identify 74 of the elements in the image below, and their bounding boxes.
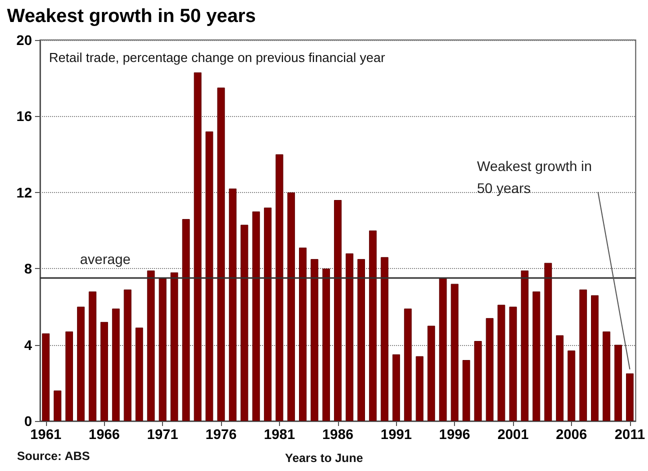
- x-tick-label: 2006: [556, 426, 588, 442]
- y-tick-label: 4: [24, 336, 32, 353]
- bar: [170, 272, 178, 421]
- x-tick-label: 1991: [380, 426, 412, 442]
- bar: [147, 270, 155, 421]
- bar: [334, 200, 342, 421]
- y-tick-label: 8: [24, 260, 32, 277]
- annotation: Weakest growth in 50 years: [477, 158, 592, 196]
- y-tick-label: 20: [16, 32, 32, 48]
- bar: [591, 295, 599, 421]
- chart-title: Weakest growth in 50 years: [7, 6, 256, 27]
- x-tick-label: 1986: [322, 426, 354, 442]
- bar: [54, 390, 62, 421]
- x-tick-label: 1976: [205, 426, 237, 442]
- bar: [357, 259, 365, 421]
- bar: [427, 326, 436, 421]
- bar: [404, 308, 412, 421]
- bar: [626, 373, 634, 421]
- bar: [532, 291, 540, 421]
- bar: [124, 290, 132, 421]
- bar: [462, 360, 470, 421]
- bar: [264, 208, 272, 421]
- bar: [614, 344, 622, 421]
- x-tick-label: 1966: [88, 426, 120, 442]
- bar: [498, 304, 506, 421]
- bar: [77, 306, 85, 421]
- bar: [509, 306, 517, 421]
- bar: [450, 284, 458, 421]
- bar: [486, 318, 494, 421]
- bar: [416, 356, 424, 421]
- bar: [556, 335, 564, 421]
- bar: [100, 322, 108, 421]
- bar: [579, 290, 587, 421]
- bar: [228, 188, 237, 421]
- x-tick-label: 2001: [497, 426, 529, 442]
- x-tick-label: 1981: [264, 426, 296, 442]
- bar: [276, 154, 284, 421]
- bar: [474, 340, 482, 421]
- bar: [287, 192, 295, 421]
- y-tick-label: 16: [16, 108, 32, 124]
- bar: [310, 259, 318, 421]
- bar: [88, 291, 96, 421]
- bar: [240, 224, 248, 421]
- ref-line-label: average: [80, 251, 131, 268]
- x-tick-label: 1961: [30, 426, 62, 442]
- bar: [544, 262, 552, 421]
- bar: [392, 354, 400, 421]
- bar: [568, 350, 576, 421]
- bar: [65, 331, 73, 421]
- bar: [602, 331, 610, 421]
- bar: [217, 88, 225, 421]
- x-axis-title: Years to June: [284, 451, 364, 465]
- text: Retail trade, percentage change on previous financial year: [49, 50, 386, 65]
- bar: [135, 328, 144, 421]
- bar: [346, 253, 354, 421]
- bar: [194, 72, 202, 421]
- x-tick-label: 1996: [439, 426, 470, 442]
- bar: [439, 278, 447, 421]
- bar: [369, 230, 377, 421]
- y-tick-label: 12: [16, 184, 32, 200]
- bar: [520, 270, 529, 421]
- bar: [42, 333, 50, 421]
- x-tick-label: 2011: [614, 426, 646, 442]
- bar: [322, 268, 330, 421]
- bar: [380, 257, 388, 421]
- y-tick-label: 0: [24, 413, 32, 429]
- x-tick-label: 1971: [147, 426, 178, 442]
- bar: [299, 248, 307, 421]
- bar: [112, 308, 120, 421]
- bar: [252, 211, 260, 421]
- bar: [206, 131, 214, 421]
- bar: [158, 278, 166, 421]
- bar: [182, 219, 190, 421]
- source-note: Source: ABS: [17, 449, 90, 463]
